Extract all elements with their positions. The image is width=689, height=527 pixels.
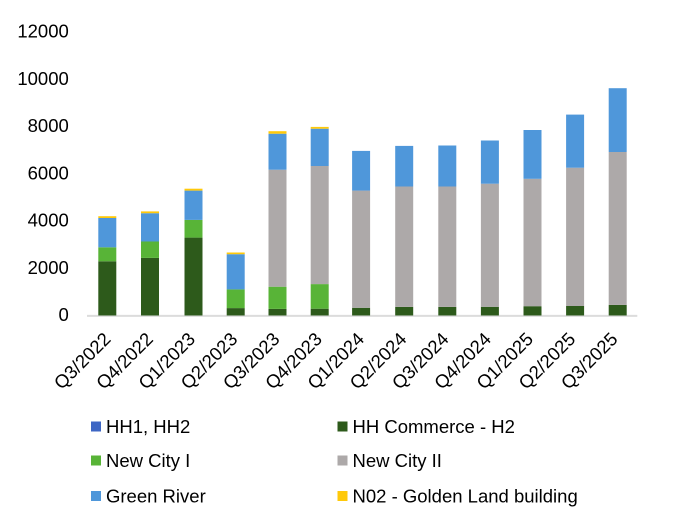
- svg-text:Green River: Green River: [106, 485, 206, 506]
- svg-text:10000: 10000: [17, 68, 68, 89]
- svg-text:HH Commerce - H2: HH Commerce - H2: [353, 416, 515, 437]
- svg-text:New City I: New City I: [106, 450, 190, 471]
- svg-text:4000: 4000: [28, 210, 69, 231]
- svg-text:N02 - Golden Land building: N02 - Golden Land building: [353, 485, 578, 506]
- svg-text:2000: 2000: [28, 257, 69, 278]
- svg-text:6000: 6000: [28, 162, 69, 183]
- svg-text:8000: 8000: [28, 115, 69, 136]
- svg-text:New City II: New City II: [353, 450, 442, 471]
- svg-text:0: 0: [59, 304, 69, 325]
- svg-text:HH1, HH2: HH1, HH2: [106, 416, 190, 437]
- svg-text:12000: 12000: [17, 21, 68, 42]
